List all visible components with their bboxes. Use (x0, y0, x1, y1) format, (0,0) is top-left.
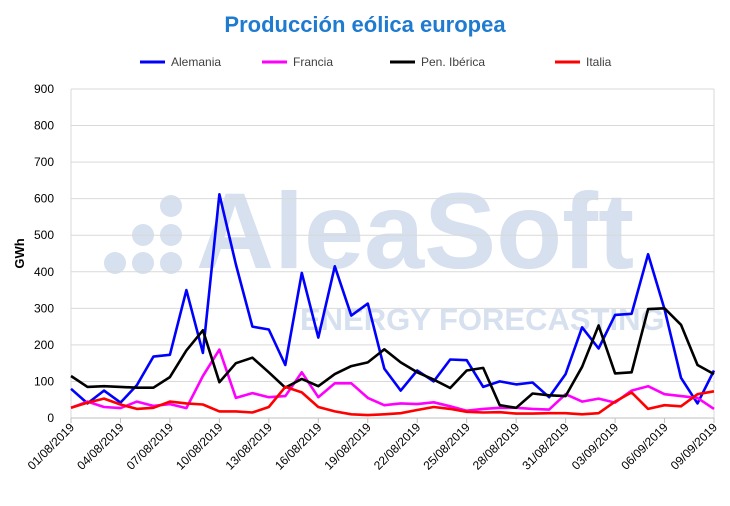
legend-label: Italia (586, 55, 612, 69)
watermark-subtitle: ENERGY FORECASTING (300, 302, 665, 337)
legend-label: Alemania (171, 55, 221, 69)
y-tick-label: 200 (34, 338, 54, 352)
watermark-dot (160, 195, 182, 217)
x-tick-label: 25/08/2019 (420, 420, 473, 473)
y-tick-label: 0 (47, 411, 54, 425)
x-tick-label: 28/08/2019 (470, 420, 523, 473)
series-line-pen-ib-rica (70, 306, 715, 410)
x-tick-label: 31/08/2019 (519, 420, 572, 473)
legend-label: Pen. Ibérica (421, 55, 485, 69)
y-tick-label: 900 (34, 82, 54, 96)
y-tick-label: 700 (34, 155, 54, 169)
y-tick-label: 300 (34, 301, 54, 315)
x-tick-label: 22/08/2019 (371, 420, 424, 473)
y-axis-label: GWh (12, 238, 27, 268)
x-tick-label: 01/08/2019 (25, 420, 78, 473)
y-tick-label: 400 (34, 265, 54, 279)
legend-label: Francia (293, 55, 333, 69)
watermark-dot (104, 252, 126, 274)
y-tick-label: 100 (34, 374, 54, 388)
x-tick-label: 03/09/2019 (569, 420, 622, 473)
watermark-dot (132, 252, 154, 274)
y-tick-label: 600 (34, 192, 54, 206)
x-tick-label: 13/08/2019 (223, 420, 276, 473)
x-tick-label: 19/08/2019 (322, 420, 375, 473)
x-tick-label: 10/08/2019 (173, 420, 226, 473)
watermark-logo-text: AleaSoft (196, 170, 634, 291)
x-tick-label: 16/08/2019 (272, 420, 325, 473)
series-line-italia (70, 385, 715, 417)
x-tick-label: 06/09/2019 (618, 420, 671, 473)
y-tick-label: 800 (34, 119, 54, 133)
series-line-alemania (70, 193, 716, 405)
x-tick-label: 09/09/2019 (668, 420, 721, 473)
series-line-francia (70, 348, 715, 413)
x-tick-label: 04/08/2019 (74, 420, 127, 473)
x-tick-label: 07/08/2019 (124, 420, 177, 473)
chart-title: Producción eólica europea (224, 12, 506, 37)
watermark-dot (160, 252, 182, 274)
y-tick-label: 500 (34, 228, 54, 242)
